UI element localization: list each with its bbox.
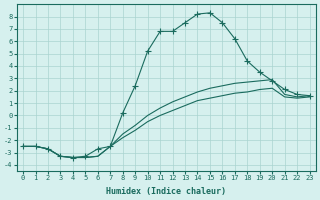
- X-axis label: Humidex (Indice chaleur): Humidex (Indice chaleur): [106, 187, 226, 196]
